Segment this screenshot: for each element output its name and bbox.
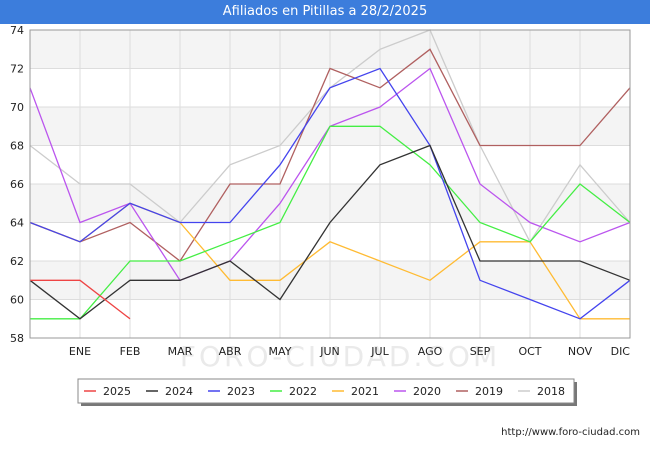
legend-label-2022: 2022 (289, 385, 317, 398)
y-tick-label: 68 (10, 140, 24, 153)
y-tick-label: 72 (10, 63, 24, 76)
x-tick-label: MAR (168, 345, 193, 358)
x-tick-label: ENE (69, 345, 91, 358)
legend-label-2019: 2019 (475, 385, 503, 398)
y-axis-ticks: 58 60 62 64 66 68 70 72 74 (10, 24, 24, 345)
x-tick-label: NOV (568, 345, 593, 358)
y-tick-label: 66 (10, 178, 24, 191)
legend-label-2018: 2018 (537, 385, 565, 398)
y-tick-label: 64 (10, 217, 24, 230)
y-tick-label: 70 (10, 101, 24, 114)
y-tick-label: 60 (10, 294, 24, 307)
x-tick-label: DIC (611, 345, 631, 358)
chart-title: Afiliados en Pitillas a 28/2/2025 (0, 0, 650, 24)
x-tick-label: JUL (370, 345, 389, 358)
series-line-2019 (29, 48, 631, 262)
y-tick-label: 74 (10, 24, 24, 37)
legend-label-2023: 2023 (227, 385, 255, 398)
series-lines (29, 29, 631, 320)
x-tick-label: AGO (418, 345, 443, 358)
legend-label-2025: 2025 (103, 385, 131, 398)
legend-label-2024: 2024 (165, 385, 193, 398)
x-axis-ticks: ENE FEB MAR ABR MAY JUN JUL AGO SEP OCT NOV DIC (69, 345, 630, 358)
source-url: http://www.foro-ciudad.com (501, 427, 640, 438)
series-line-2024 (29, 144, 631, 320)
x-tick-label: JUN (319, 345, 340, 358)
x-tick-label: OCT (518, 345, 541, 358)
x-tick-label: MAY (269, 345, 292, 358)
x-tick-label: FEB (120, 345, 141, 358)
x-tick-label: ABR (219, 345, 242, 358)
legend: 2025 2024 2023 2022 2021 2020 2019 2018 (77, 378, 577, 406)
x-tick-label: SEP (470, 345, 491, 358)
watermark-text: FORO-CIUDAD.COM (180, 340, 500, 373)
legend-box (77, 378, 575, 404)
series-line-2022 (30, 125, 631, 320)
legend-label-2020: 2020 (413, 385, 441, 398)
legend-label-2021: 2021 (351, 385, 379, 398)
plot-frame (29, 29, 631, 339)
series-line-2025 (30, 279, 131, 320)
y-tick-label: 62 (10, 255, 24, 268)
y-tick-label: 58 (10, 332, 24, 345)
series-line-2023 (29, 67, 631, 320)
